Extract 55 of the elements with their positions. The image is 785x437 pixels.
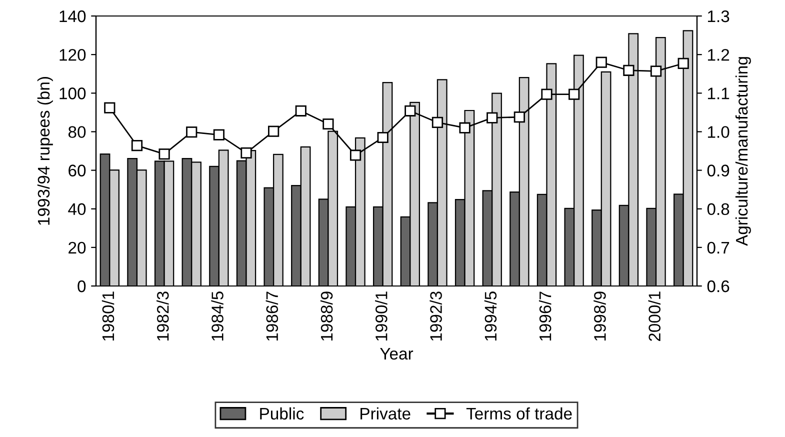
y-tick-label: 140 xyxy=(60,10,86,22)
y2-tick-label: 0.8 xyxy=(707,203,730,216)
point xyxy=(213,129,224,140)
y-tick-label: 120 xyxy=(60,48,86,61)
legend-label: Terms of trade xyxy=(466,407,572,420)
y2-tick-label: 1.0 xyxy=(708,126,730,138)
point xyxy=(486,112,498,124)
point xyxy=(158,148,170,160)
x-tick-label: 1992/3 xyxy=(430,292,442,341)
point xyxy=(459,122,470,134)
point xyxy=(240,147,252,158)
point xyxy=(186,126,198,138)
y-axis-title: 1993/94 rupees (bn) xyxy=(37,76,53,225)
y-tick-label: 60 xyxy=(68,164,86,176)
x-tick-label: 1982/3 xyxy=(156,292,169,341)
y2-tick-label: 0.6 xyxy=(707,280,730,292)
point xyxy=(104,102,116,114)
point xyxy=(650,66,662,77)
y-tick-label: 20 xyxy=(68,242,86,254)
y-tick-label: 80 xyxy=(68,126,86,138)
point xyxy=(678,58,689,69)
point xyxy=(514,112,525,123)
point xyxy=(268,126,280,137)
y-tick-label: 0 xyxy=(78,280,86,292)
point xyxy=(432,116,444,128)
y2-tick-label: 1.2 xyxy=(708,48,730,61)
y2-tick-label: 0.9 xyxy=(707,164,730,176)
x-tick-label: 2000/1 xyxy=(648,292,660,341)
x-tick-label: 1986/7 xyxy=(266,292,278,341)
x-tick-label: 1984/5 xyxy=(211,292,224,341)
point xyxy=(541,88,552,100)
x-tick-label: 1994/5 xyxy=(484,292,497,341)
y2-axis-title: Agriculture/manufacturing xyxy=(735,57,751,246)
x-tick-label: 1988/9 xyxy=(320,292,333,341)
x-tick-label: 1996/7 xyxy=(538,292,552,341)
x-tick-label: 1990/1 xyxy=(375,292,388,341)
point xyxy=(568,88,580,100)
point xyxy=(131,140,143,152)
y2-tick-label: 0.7 xyxy=(707,242,730,254)
x-axis-title: Year xyxy=(380,348,414,360)
point xyxy=(322,118,334,130)
legend-label: Private xyxy=(360,407,410,420)
x-tick-label: 1998/9 xyxy=(594,292,606,341)
point xyxy=(596,56,607,68)
point xyxy=(350,150,362,161)
point xyxy=(295,105,306,116)
legend-label: Public xyxy=(260,407,304,420)
x-tick-label: 1980/1 xyxy=(102,292,114,341)
y-tick-label: 100 xyxy=(60,88,86,100)
y2-tick-label: 1.1 xyxy=(708,88,730,100)
point xyxy=(404,105,416,116)
point xyxy=(377,132,388,144)
y2-tick-label: 1.3 xyxy=(708,10,730,22)
point xyxy=(623,64,634,76)
y-tick-label: 40 xyxy=(68,203,86,216)
